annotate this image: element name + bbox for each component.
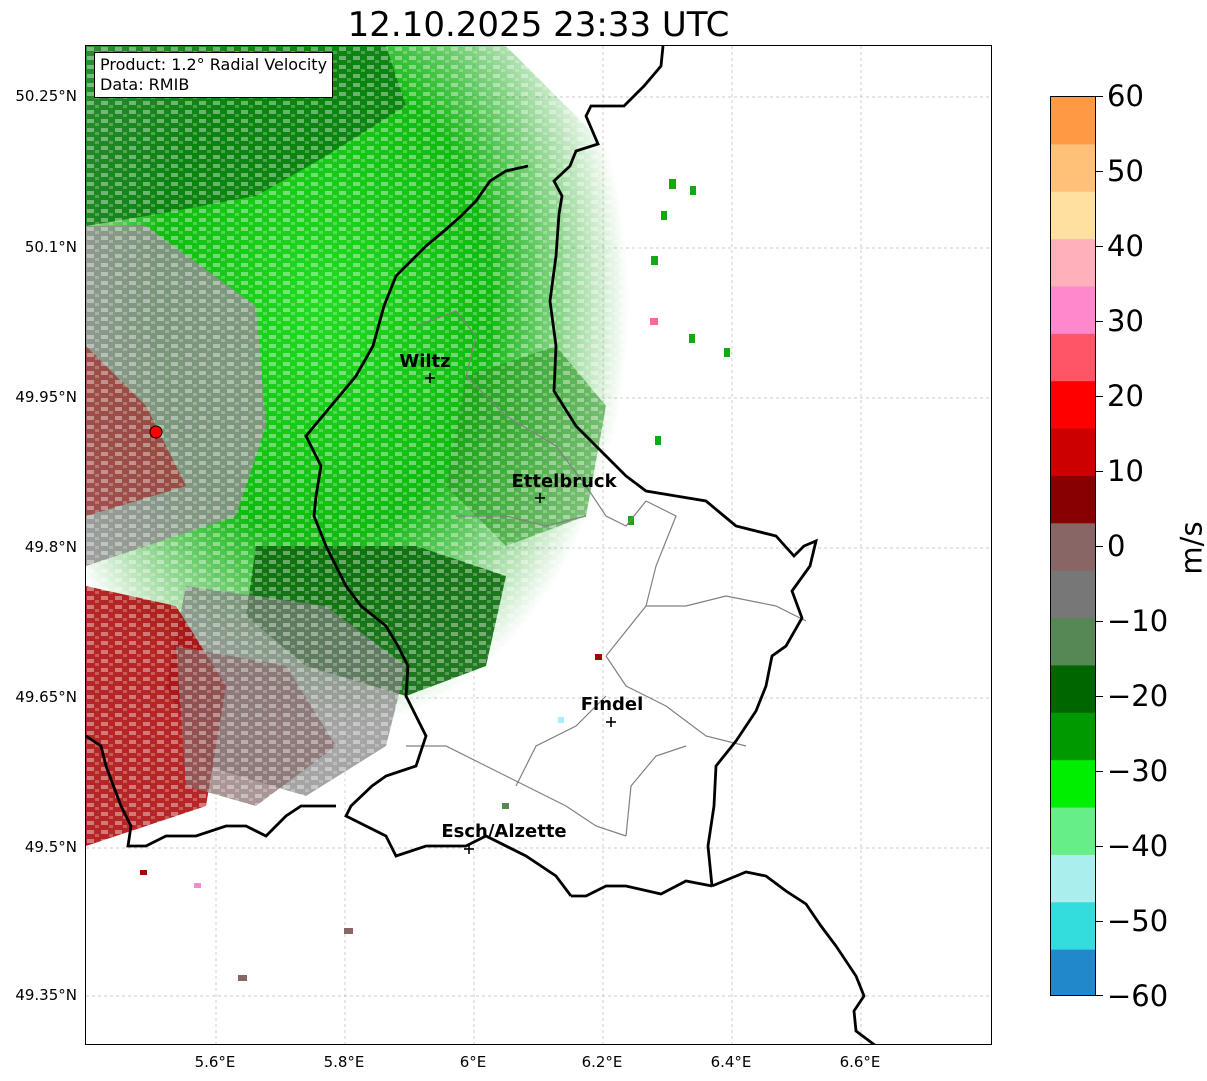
data-source-label: Data: RMIB (100, 75, 190, 94)
velocity-colorbar (1050, 96, 1096, 996)
colorbar-tick: −50 (1107, 904, 1169, 938)
colorbar-segment (1051, 902, 1095, 951)
colorbar-tick: 10 (1107, 454, 1144, 488)
colorbar-segment (1051, 191, 1095, 240)
colorbar-segment (1051, 239, 1095, 287)
colorbar-tick: −10 (1107, 604, 1169, 638)
colorbar-gradient (1051, 97, 1095, 995)
city-label-findel: Findel (580, 694, 644, 715)
lon-label-6-4: 6.4°E (710, 1053, 752, 1071)
colorbar-segment (1051, 949, 1095, 995)
colorbar-unit-label: m/s (1174, 521, 1207, 575)
colorbar-tick: 20 (1107, 379, 1144, 413)
lon-label-6-2: 6.2°E (581, 1053, 623, 1071)
city-markers (425, 373, 616, 854)
colorbar-segment (1051, 807, 1095, 856)
lat-label-50-1: 50.1°N (24, 238, 77, 256)
colorbar-tick: 50 (1107, 154, 1144, 188)
lon-label-5-6: 5.6°E (194, 1053, 236, 1071)
lat-label-50-25: 50.25°N (15, 87, 77, 105)
colorbar-segment (1051, 760, 1095, 809)
colorbar-segment (1051, 618, 1095, 666)
lon-label-6: 6°E (459, 1053, 487, 1071)
colorbar-segment (1051, 381, 1095, 430)
national-borders (86, 46, 876, 1044)
map-canvas (86, 46, 991, 1044)
lat-label-49-35: 49.35°N (15, 986, 77, 1004)
colorbar-tick: 40 (1107, 229, 1144, 263)
lon-label-5-8: 5.8°E (323, 1053, 365, 1071)
lat-label-49-8: 49.8°N (24, 538, 77, 556)
radar-map[interactable]: Product: 1.2° Radial Velocity Data: RMIB… (85, 45, 992, 1045)
colorbar-segment (1051, 286, 1095, 335)
colorbar-segment (1051, 854, 1095, 903)
colorbar-segment (1051, 712, 1095, 761)
colorbar-tick: −40 (1107, 829, 1169, 863)
city-label-ettelbruck: Ettelbruck (511, 471, 617, 492)
city-label-wiltz: Wiltz (399, 351, 451, 372)
city-label-esch-alzette: Esch/Alzette (441, 821, 567, 842)
lat-label-49-65: 49.65°N (15, 688, 77, 706)
colorbar-segment (1051, 475, 1095, 524)
colorbar-segment (1051, 333, 1095, 382)
colorbar-tick: −60 (1107, 979, 1169, 1013)
colorbar-segment (1051, 570, 1095, 619)
colorbar-segment (1051, 428, 1095, 477)
product-info-box: Product: 1.2° Radial Velocity Data: RMIB (94, 52, 334, 98)
colorbar-tick: 30 (1107, 304, 1144, 338)
colorbar-tick: −30 (1107, 754, 1169, 788)
lon-label-6-6: 6.6°E (839, 1053, 881, 1071)
colorbar-tick: 0 (1107, 529, 1126, 563)
map-title: 12.10.2025 23:33 UTC (347, 5, 730, 45)
scattered-echoes (140, 179, 730, 981)
product-label: Product: 1.2° Radial Velocity (100, 55, 328, 74)
colorbar-segment (1051, 523, 1095, 572)
canton-borders (406, 310, 807, 837)
radar-echoes (86, 46, 646, 846)
colorbar-segment (1051, 97, 1095, 145)
colorbar-tick: −20 (1107, 679, 1169, 713)
radar-site-marker (149, 425, 163, 439)
colorbar-segment (1051, 144, 1095, 193)
colorbar-segment (1051, 665, 1095, 714)
lat-label-49-95: 49.95°N (15, 388, 77, 406)
colorbar-tick: 60 (1107, 79, 1144, 113)
lat-label-49-5: 49.5°N (24, 838, 77, 856)
